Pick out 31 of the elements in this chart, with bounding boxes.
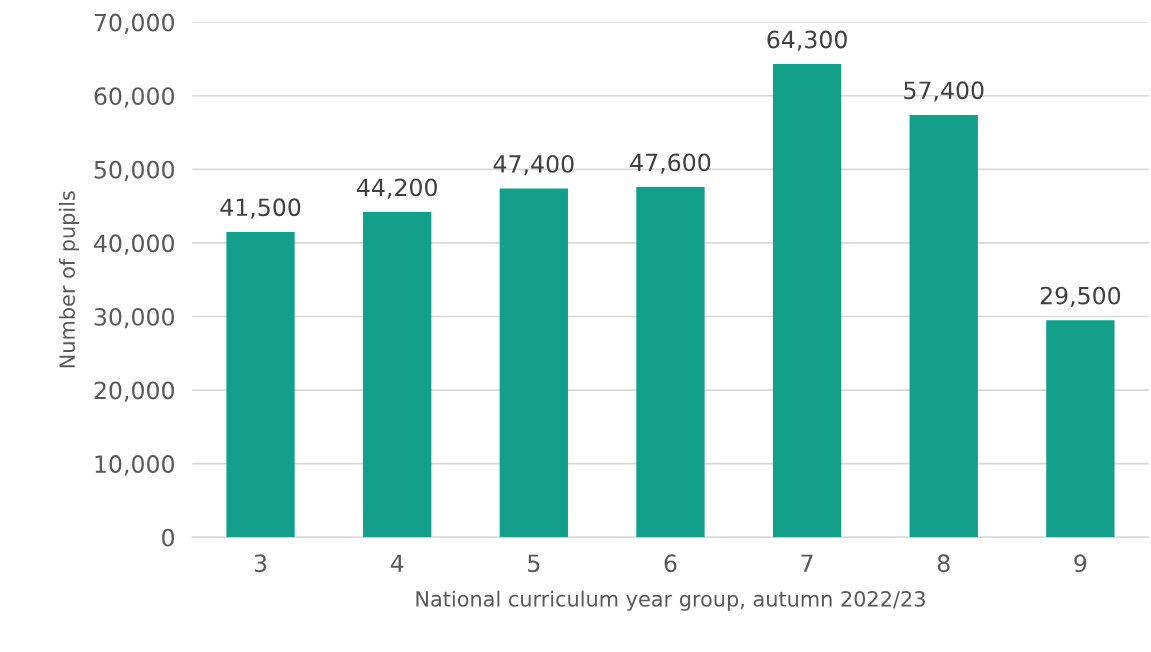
bar <box>1046 320 1115 538</box>
data-label: 47,600 <box>630 153 711 174</box>
bar <box>772 64 842 538</box>
y-tick-label: 0 <box>162 528 174 547</box>
data-label: 41,500 <box>220 198 301 219</box>
x-tick-label: 6 <box>664 554 677 573</box>
bar <box>226 231 295 538</box>
x-tick-label: 7 <box>801 554 813 572</box>
x-tick-label: 4 <box>390 554 404 572</box>
y-tick-label: 30,000 <box>94 307 174 329</box>
x-tick-label: 9 <box>1074 554 1087 573</box>
y-axis-title: Number of pupils <box>58 191 80 368</box>
y-tick-label: 20,000 <box>94 381 174 402</box>
data-label: 57,400 <box>904 81 984 102</box>
y-tick-label: 40,000 <box>94 234 174 255</box>
bar <box>363 212 432 538</box>
x-axis-title: National curriculum year group, autumn 2022/23 <box>416 590 925 611</box>
x-tick-label: 5 <box>528 554 540 573</box>
y-tick-label: 70,000 <box>94 13 174 34</box>
bar <box>499 188 568 538</box>
x-tick-label: 8 <box>937 554 950 573</box>
data-label: 47,400 <box>493 154 574 176</box>
y-tick-label: 50,000 <box>94 160 174 182</box>
data-label: 44,200 <box>357 178 437 199</box>
bar <box>636 186 705 538</box>
bar <box>909 114 978 538</box>
x-tick-label: 3 <box>254 554 267 573</box>
y-tick-label: 10,000 <box>95 455 174 476</box>
data-label: 29,500 <box>1040 286 1121 307</box>
data-label: 64,300 <box>767 30 847 51</box>
y-tick-label: 60,000 <box>94 87 174 108</box>
